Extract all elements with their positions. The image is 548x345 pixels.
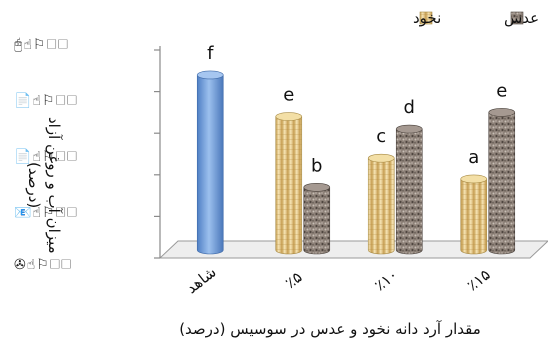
y-tick-glyph: 🖰☝⚐🗆🗆 [14, 37, 69, 53]
bar [395, 124, 423, 255]
legend-label: عدس [504, 9, 539, 27]
y-tick-glyphs: 🖰☝⚐🗆🗆 📄☝⚐🗆🗆 📄☝⚐🗆🗆 📧☝⚐🗆🗆 ✇☝⚐🗆🗆 [14, 34, 142, 273]
x-axis-label: مقدار آرد دانه نخود و عدس در سوسیس (درصد… [179, 320, 481, 338]
y-tick-glyph: 📧☝⚐🗆🗆 [14, 205, 78, 221]
bar [275, 112, 303, 255]
y-axis-label: میزان آب و روغن آزاد (درصد) [25, 116, 63, 254]
legend-swatch [419, 11, 433, 25]
significance-letter: e [496, 80, 507, 101]
bar [460, 174, 488, 255]
bar [196, 70, 224, 255]
chart-floor [158, 240, 548, 259]
y-tick-glyph: 📄☝⚐🗆🗆 [14, 93, 78, 109]
bar [367, 153, 395, 255]
x-tick-label: ٪۱۰ [371, 266, 401, 295]
bar [303, 182, 331, 255]
x-tick-label: ٪۵ [282, 268, 306, 292]
legend-label: نخود [413, 9, 441, 27]
legend-swatch [510, 11, 524, 25]
y-tick-glyph: 📄☝⚐🗆🗆 [14, 149, 78, 165]
significance-letter: d [404, 97, 415, 118]
y-tick-glyph: ✇☝⚐🗆🗆 [14, 257, 73, 273]
significance-letter: c [376, 126, 386, 147]
significance-letters: f e b cd a e [207, 43, 507, 176]
significance-letter: a [468, 147, 479, 168]
bars [196, 70, 516, 255]
significance-letter: e [283, 85, 294, 106]
x-tick-label: ٪۱۵ [464, 266, 494, 295]
x-tick-label: شاهد [183, 263, 220, 297]
x-tick-labels: شاهد ٪۵ ٪۱۰ ٪۱۵ [183, 263, 494, 297]
legend: عدس نخود [413, 9, 539, 27]
chart-frame [154, 46, 548, 259]
significance-letter: b [311, 155, 322, 176]
bar [488, 108, 516, 255]
significance-letter: f [207, 43, 214, 64]
